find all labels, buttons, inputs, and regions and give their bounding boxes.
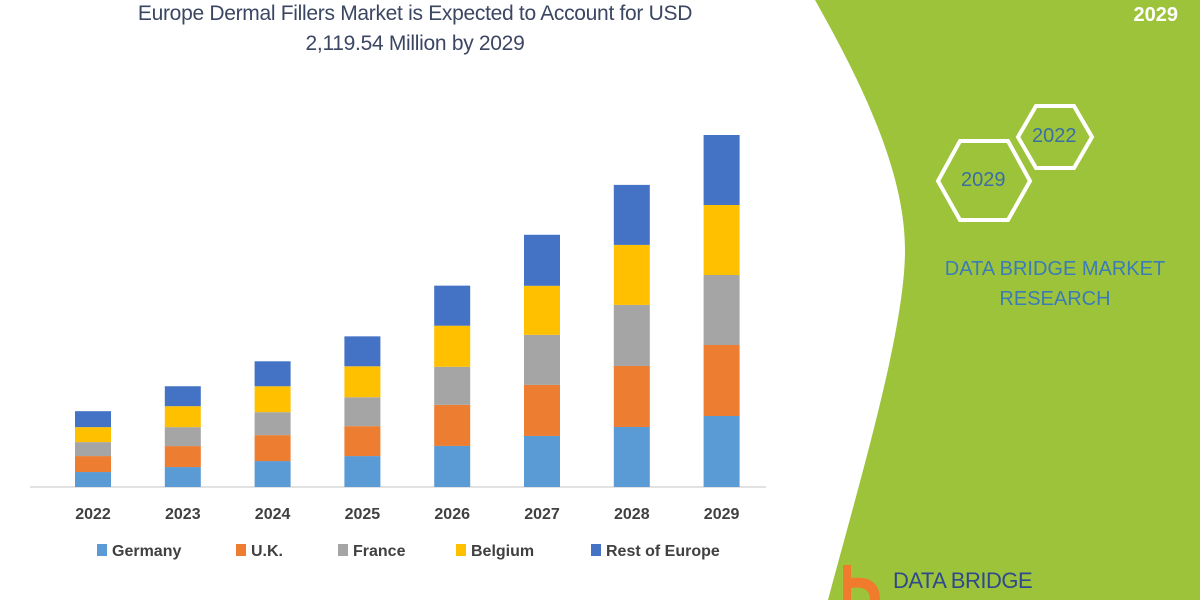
bar-segment-u-k--2028 [613, 365, 650, 427]
x-tick-label: 2028 [614, 506, 650, 523]
bar-segment-u-k--2023 [164, 446, 201, 468]
bar-segment-rest-of-europe-2024 [254, 361, 291, 387]
bar-segment-germany-2026 [434, 445, 471, 487]
title-line-1: Europe Dermal Fillers Market is Expected… [137, 2, 693, 25]
brand-line-1: DATA BRIDGE MARKET [944, 258, 1166, 280]
bar-segment-u-k--2027 [524, 384, 560, 436]
bar-segment-germany-2027 [524, 435, 560, 487]
bar-segment-germany-2022 [75, 472, 111, 487]
green-side-panel [815, 0, 1200, 600]
x-tick-label: 2022 [75, 506, 111, 523]
x-tick-label: 2023 [165, 506, 201, 523]
bar-segment-germany-2023 [164, 467, 201, 487]
x-tick-label: 2026 [434, 506, 470, 523]
hex-label-2029: 2029 [961, 169, 1006, 191]
bar-segment-belgium-2022 [75, 427, 111, 443]
stacked-bar-chart: 2022 2023 2024 2025 2026 2027 2028 2029 Germany U… [30, 135, 766, 560]
bar-segment-rest-of-europe-2025 [344, 336, 381, 367]
bar-segment-u-k--2029 [703, 345, 740, 417]
bar-segment-france-2025 [344, 397, 381, 427]
legend-swatch [456, 544, 466, 556]
bar-segment-u-k--2026 [434, 404, 471, 446]
bar-segment-france-2022 [75, 442, 111, 457]
bar-segment-belgium-2029 [703, 205, 740, 276]
legend-swatch [236, 544, 246, 556]
bar-segment-germany-2025 [344, 456, 381, 487]
logo-text: DATA BRIDGE [893, 568, 1033, 593]
bar-segment-france-2023 [164, 427, 201, 447]
bar-segment-rest-of-europe-2026 [434, 285, 471, 326]
bar-segment-belgium-2028 [613, 244, 650, 305]
bar-segment-u-k--2024 [254, 435, 291, 462]
legend-label: Rest of Europe [606, 543, 720, 560]
bar-segment-germany-2024 [254, 461, 291, 487]
bar-segment-france-2027 [524, 334, 560, 385]
bar-segment-rest-of-europe-2028 [613, 184, 650, 245]
bar-segment-france-2024 [254, 412, 291, 436]
x-tick-label: 2027 [524, 506, 560, 523]
bar-segment-rest-of-europe-2029 [703, 135, 740, 206]
legend-label: U.K. [251, 543, 283, 560]
legend-label: Germany [112, 543, 181, 560]
bar-segment-rest-of-europe-2027 [524, 234, 560, 286]
legend-label: France [353, 543, 406, 560]
legend-swatch [338, 544, 348, 556]
legend-label: Belgium [471, 543, 534, 560]
hexagon-2022 [1015, 104, 1095, 170]
hexagon-2029 [935, 139, 1033, 222]
x-tick-label: 2025 [345, 506, 381, 523]
x-tick-label: 2029 [704, 506, 740, 523]
legend-swatch [97, 544, 107, 556]
brand-name: DATA BRIDGE MARKET RESEARCH [925, 254, 1185, 314]
bar-segment-rest-of-europe-2022 [75, 411, 111, 428]
bar-segment-germany-2029 [703, 416, 740, 487]
bar-segment-belgium-2027 [524, 285, 560, 335]
bar-segment-germany-2028 [613, 426, 650, 487]
corner-year: 2029 [1133, 4, 1179, 26]
hex-label-2022: 2022 [1032, 125, 1077, 147]
bar-segment-belgium-2023 [164, 406, 201, 428]
x-tick-label: 2024 [255, 506, 291, 523]
bar-segment-u-k--2022 [75, 456, 111, 473]
bar-segment-u-k--2025 [344, 426, 381, 457]
legend-swatch [591, 544, 601, 556]
bar-segment-france-2026 [434, 366, 471, 405]
bar-segment-france-2029 [703, 275, 740, 346]
bar-segment-belgium-2025 [344, 366, 381, 398]
bar-segment-belgium-2024 [254, 386, 291, 413]
title-line-2: 2,119.54 Million by 2029 [305, 32, 525, 55]
bar-segment-rest-of-europe-2023 [164, 386, 201, 407]
bar-segment-belgium-2026 [434, 325, 471, 367]
bar-segment-france-2028 [613, 304, 650, 366]
logo-icon [843, 565, 880, 600]
chart-title: Europe Dermal Fillers Market is Expected… [40, 0, 790, 59]
brand-line-2: RESEARCH [999, 288, 1111, 310]
